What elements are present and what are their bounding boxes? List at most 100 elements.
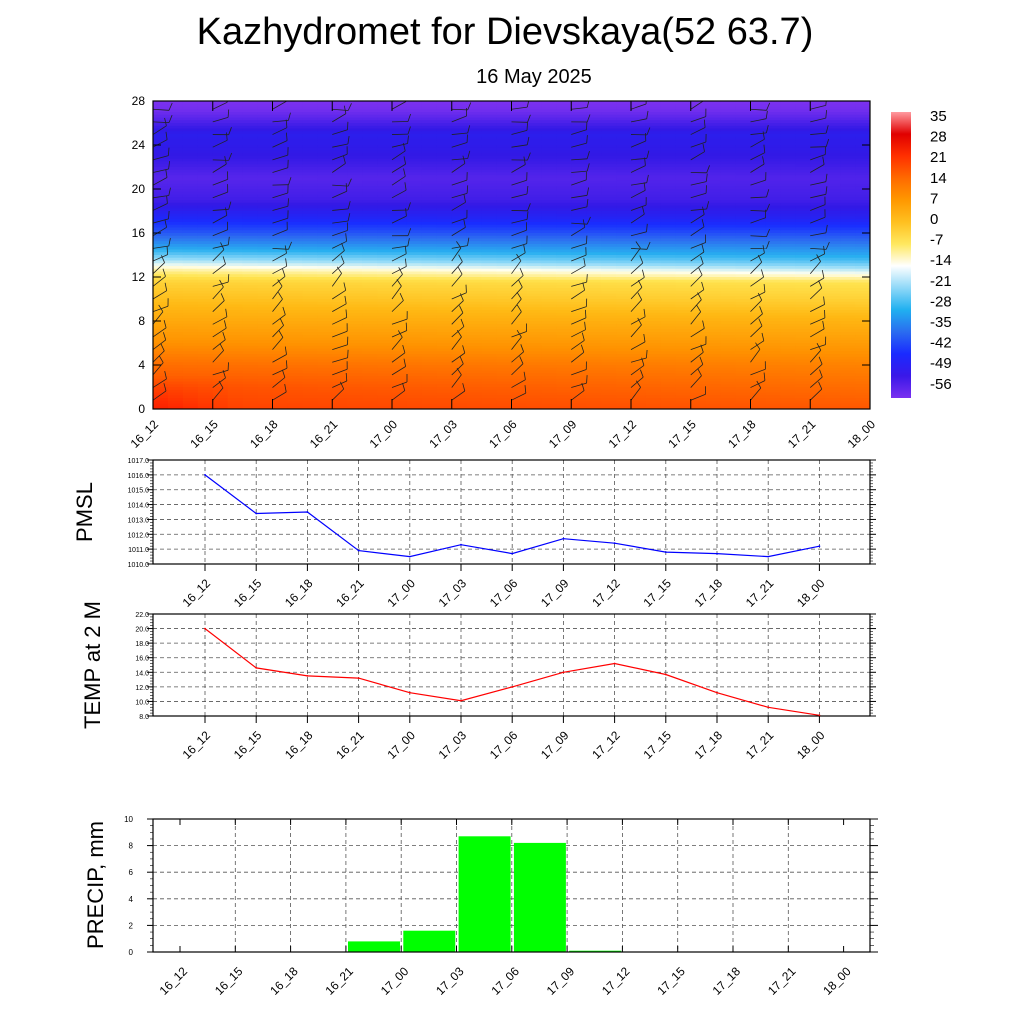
- heatmap-cell: [197, 161, 214, 165]
- heatmap-cell: [496, 356, 513, 361]
- heatmap-cell: [645, 345, 662, 350]
- heatmap-cell: [556, 359, 572, 363]
- heatmap-cell: [167, 332, 184, 336]
- heatmap-cell: [451, 125, 468, 130]
- heatmap-cell: [720, 376, 737, 380]
- heatmap-cell: [153, 175, 169, 179]
- heatmap-cell: [735, 114, 752, 119]
- heatmap-cell: [795, 359, 811, 363]
- heatmap-cell: [362, 123, 378, 127]
- heatmap-cell: [496, 101, 513, 105]
- heatmap-cell: [601, 257, 617, 262]
- heatmap-cell: [227, 304, 244, 308]
- heatmap-cell: [302, 131, 318, 135]
- heatmap-cell: [466, 277, 483, 281]
- heatmap-cell: [287, 153, 303, 157]
- heatmap-cell: [242, 233, 259, 237]
- heatmap-cell: [541, 343, 557, 347]
- heatmap-cell: [526, 384, 542, 388]
- heatmap-cell: [466, 131, 483, 135]
- heatmap-cell: [541, 359, 557, 363]
- heatmap-cell: [586, 120, 602, 124]
- heatmap-cell: [362, 351, 378, 355]
- heatmap-cell: [481, 279, 498, 284]
- heatmap-cell: [631, 343, 647, 347]
- heatmap-cell: [690, 378, 707, 383]
- heatmap-cell: [466, 378, 483, 383]
- heatmap-cell: [735, 131, 752, 135]
- heatmap-cell: [601, 340, 617, 344]
- heatmap-cell: [436, 241, 453, 245]
- heatmap-cell: [317, 268, 333, 273]
- heatmap-cell: [272, 241, 289, 245]
- heatmap-cell: [511, 158, 528, 163]
- heatmap-cell: [287, 106, 303, 110]
- heatmap-cell: [197, 114, 214, 119]
- heatmap-cell: [377, 362, 393, 366]
- heatmap-cell: [272, 197, 289, 201]
- heatmap-cell: [660, 395, 677, 399]
- heatmap-cell: [795, 387, 811, 391]
- heatmap-cell: [481, 194, 498, 198]
- heatmap-cell: [571, 315, 587, 319]
- heatmap-cell: [705, 139, 722, 143]
- heatmap-cell: [362, 263, 378, 267]
- heatmap-cell: [690, 233, 707, 237]
- heatmap-cell: [645, 120, 662, 124]
- heatmap-cell: [601, 101, 617, 105]
- heatmap-cell: [451, 266, 468, 270]
- heatmap-cell: [541, 208, 557, 212]
- heatmap-cell: [182, 263, 199, 267]
- heatmap-cell: [421, 274, 438, 278]
- heatmap-cell: [257, 246, 274, 251]
- heatmap-cell: [287, 123, 303, 127]
- heatmap-cell: [616, 354, 632, 358]
- heatmap-cell: [317, 332, 333, 336]
- heatmap-cell: [631, 112, 647, 116]
- heatmap-cell: [212, 359, 229, 363]
- heatmap-cell: [541, 293, 557, 297]
- heatmap-cell: [601, 255, 617, 259]
- heatmap-cell: [496, 326, 513, 330]
- heatmap-cell: [212, 238, 229, 242]
- heatmap-cell: [257, 114, 274, 119]
- heatmap-cell: [780, 312, 796, 317]
- heatmap-cell: [631, 224, 647, 229]
- heatmap-cell: [720, 109, 737, 113]
- heatmap-cell: [257, 312, 274, 317]
- heatmap-cell: [421, 271, 438, 275]
- heatmap-cell: [421, 296, 438, 300]
- heatmap-cell: [601, 194, 617, 198]
- heatmap-cell: [556, 268, 572, 273]
- heatmap-cell: [631, 340, 647, 344]
- heatmap-cell: [616, 227, 632, 231]
- heatmap-cell: [287, 332, 303, 336]
- heatmap-cell: [182, 373, 199, 377]
- heatmap-cell: [287, 340, 303, 344]
- heatmap-cell: [780, 186, 796, 190]
- heatmap-cell: [167, 370, 184, 374]
- heatmap-cell: [496, 367, 513, 372]
- heatmap-cell: [332, 288, 348, 292]
- heatmap-cell: [332, 255, 348, 259]
- heatmap-cell: [720, 296, 737, 300]
- heatmap-cell: [810, 109, 826, 113]
- heatmap-cell: [392, 244, 408, 248]
- heatmap-cell: [571, 230, 587, 234]
- heatmap-cell: [705, 183, 722, 187]
- heatmap-cell: [631, 175, 647, 179]
- heatmap-cell: [645, 147, 662, 152]
- heatmap-cell: [362, 134, 378, 138]
- heatmap-cell: [616, 150, 632, 154]
- heatmap-cell: [511, 268, 528, 273]
- heatmap-cell: [421, 128, 438, 132]
- heatmap-cell: [601, 134, 617, 138]
- heatmap-cell: [406, 376, 423, 380]
- heatmap-cell: [735, 351, 752, 355]
- heatmap-cell: [392, 117, 408, 121]
- heatmap-cell: [496, 389, 513, 394]
- heatmap-cell: [496, 175, 513, 179]
- heatmap-cell: [675, 387, 692, 391]
- heatmap-cell: [720, 205, 737, 209]
- heatmap-cell: [377, 351, 393, 355]
